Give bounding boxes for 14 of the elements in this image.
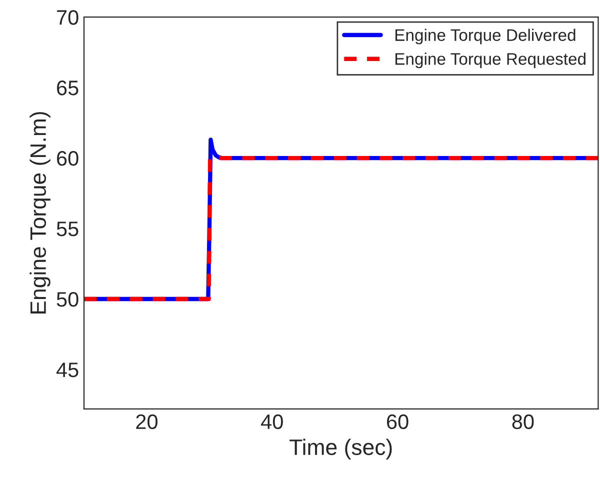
y-tick-label: 70 [57,10,78,25]
legend-label: Engine Torque Delivered [395,28,576,44]
legend-label: Engine Torque Requested [395,52,586,68]
y-tick-label: 55 [56,222,78,236]
y-axis-title: Engine Torque (N.m) [30,112,50,314]
y-tick-label: 50 [56,292,78,307]
y-tick-label: 60 [57,151,78,166]
y-tick-label: 45 [56,362,78,378]
x-axis-title: Time (sec) [290,438,392,460]
y-tick-label: 65 [57,80,78,96]
x-tick-label: 60 [387,414,408,430]
x-tick-label: 80 [512,414,534,430]
x-tick-label: 20 [136,414,158,430]
x-tick-label: 40 [261,414,283,430]
